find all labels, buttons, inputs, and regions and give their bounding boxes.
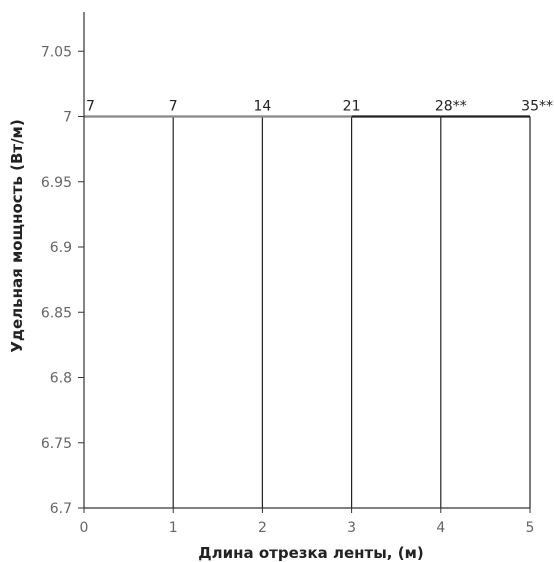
y-ticks: 6.7 6.75 6.8 6.85 6.9 6.95 7 7.05 (41, 44, 84, 517)
data-label: 7 (169, 99, 178, 115)
x-tick-label: 2 (258, 520, 267, 536)
x-axis-title: Длина отрезка ленты, (м) (198, 544, 423, 562)
y-tick-label: 6.9 (50, 240, 72, 256)
x-tick-label: 4 (436, 520, 445, 536)
y-tick-label: 6.8 (50, 371, 72, 387)
data-label: 21 (343, 99, 361, 115)
x-ticks: 0 1 2 3 4 5 (80, 508, 535, 536)
y-tick-label: 6.75 (41, 436, 72, 452)
data-label: 7 (86, 99, 95, 115)
x-tick-label: 0 (80, 520, 89, 536)
data-label: 14 (253, 99, 271, 115)
x-tick-label: 1 (169, 520, 178, 536)
x-tick-label: 3 (347, 520, 356, 536)
y-axis-title: Удельная мощность (Вт/м) (8, 119, 26, 352)
data-label: 28** (435, 99, 467, 115)
y-tick-label: 6.85 (41, 305, 72, 321)
data-labels: 7 7 14 21 28** 35** (86, 99, 553, 115)
drop-lines (172, 116, 531, 508)
data-label: 35** (521, 99, 553, 115)
y-tick-label: 6.7 (50, 501, 72, 517)
axes (83, 12, 530, 509)
y-tick-label: 6.95 (41, 175, 72, 191)
y-tick-label: 7.05 (41, 44, 72, 60)
y-tick-label: 7 (63, 110, 72, 126)
x-tick-label: 5 (526, 520, 535, 536)
